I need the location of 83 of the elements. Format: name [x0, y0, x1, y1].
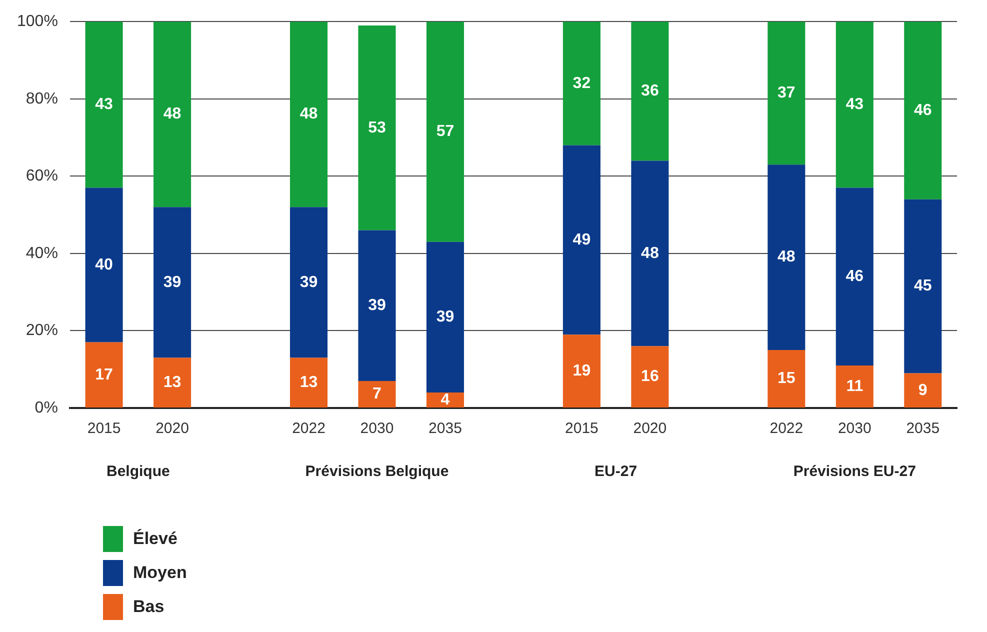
bar — [631, 22, 669, 161]
bar — [358, 380, 396, 408]
data-label: 39 — [163, 274, 182, 291]
data-label: 39 — [300, 274, 318, 291]
data-label: 57 — [436, 123, 454, 140]
bar — [154, 22, 192, 208]
x-tick-label: 2015 — [87, 420, 121, 438]
x-tick-label: 2020 — [633, 420, 667, 438]
y-tick-label: 20% — [26, 322, 58, 340]
y-tick-label: 40% — [26, 244, 58, 262]
bar — [836, 22, 874, 188]
data-label: 13 — [163, 374, 182, 392]
x-tick-label: 2022 — [770, 420, 804, 438]
bar — [290, 207, 328, 358]
x-tick-label: 2030 — [360, 420, 394, 438]
x-tick-label: 2020 — [156, 420, 189, 438]
data-label: 48 — [641, 244, 659, 262]
bar — [290, 22, 328, 208]
bar — [768, 22, 806, 165]
bar — [631, 346, 669, 408]
data-label: 48 — [300, 106, 318, 123]
bar — [290, 358, 328, 408]
bar — [562, 22, 600, 146]
bar — [904, 373, 942, 408]
data-label: 11 — [846, 378, 864, 395]
data-label: 48 — [163, 106, 182, 123]
bar — [154, 358, 192, 408]
data-label: 32 — [572, 74, 591, 92]
data-label: 46 — [914, 102, 932, 119]
bar — [904, 199, 942, 374]
text: Belgique — [106, 463, 170, 480]
data-label: 4 — [440, 391, 450, 408]
data-label: 39 — [436, 308, 454, 326]
bar — [426, 242, 464, 393]
text: Prévisions Belgique — [305, 463, 449, 480]
data-label: 48 — [778, 248, 796, 266]
bar — [358, 230, 396, 381]
data-label: 16 — [641, 368, 659, 386]
data-label: 45 — [914, 278, 932, 295]
data-label: 7 — [372, 386, 382, 403]
bar — [562, 334, 600, 408]
data-label: 46 — [846, 268, 864, 286]
data-label: 40 — [95, 256, 114, 274]
data-label: 49 — [572, 231, 591, 248]
data-label: 39 — [368, 297, 386, 314]
legend-label: Élevé — [133, 529, 178, 549]
y-tick-label: 60% — [26, 168, 58, 185]
text: EU-27 — [594, 463, 638, 480]
bar — [85, 22, 123, 188]
bar — [904, 22, 942, 200]
x-tick-label: 2035 — [906, 420, 940, 438]
y-tick-label: 0% — [34, 399, 58, 416]
data-label: 53 — [368, 119, 386, 136]
bar — [426, 392, 464, 408]
text: Prévisions EU-27 — [793, 463, 916, 480]
y-tick-label: 100% — [17, 13, 58, 30]
data-label: 9 — [918, 382, 928, 399]
data-label: 15 — [778, 370, 796, 388]
x-tick-label: 2035 — [428, 420, 462, 438]
bar — [836, 188, 874, 366]
data-label: 43 — [846, 96, 864, 114]
y-tick-label: 80% — [26, 90, 58, 108]
x-tick-label: 2015 — [565, 420, 598, 438]
x-tick-label: 2030 — [838, 420, 872, 438]
bar — [631, 160, 669, 346]
data-label: 17 — [95, 366, 114, 384]
data-label: 43 — [95, 96, 114, 114]
bar — [85, 188, 123, 342]
bar — [154, 207, 192, 358]
data-label: 37 — [778, 84, 796, 102]
bar — [426, 22, 464, 242]
bar — [768, 350, 806, 408]
bar — [85, 342, 123, 408]
bar — [562, 145, 600, 335]
legend-label: Bas — [133, 597, 164, 617]
bar — [358, 25, 396, 230]
legend-label: Moyen — [133, 563, 187, 583]
bar — [836, 365, 874, 408]
data-label: 13 — [300, 374, 318, 392]
data-label: 19 — [572, 362, 591, 380]
x-tick-label: 2022 — [292, 420, 326, 438]
bar — [768, 164, 806, 350]
data-label: 36 — [641, 82, 659, 100]
